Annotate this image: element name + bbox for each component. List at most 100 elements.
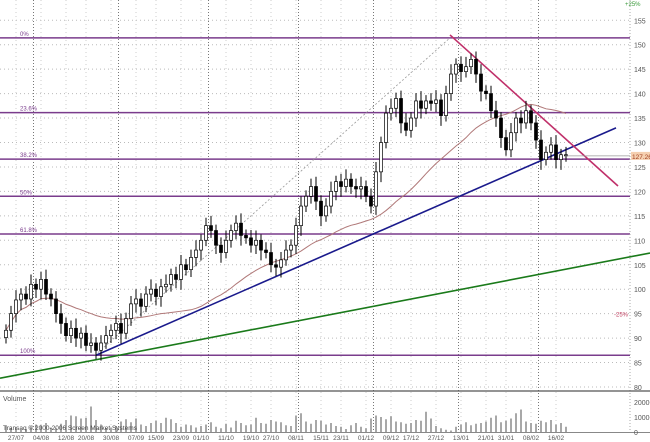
candle-up xyxy=(329,191,333,207)
volume-bar xyxy=(190,425,192,432)
volume-bar xyxy=(315,420,317,432)
candle-up xyxy=(129,303,133,319)
candle-up xyxy=(424,100,428,109)
candle-down xyxy=(264,249,268,253)
price-tick-label: 90 xyxy=(634,336,642,343)
volume-bar xyxy=(205,424,207,432)
candle-down xyxy=(339,181,343,187)
volume-bar xyxy=(265,423,267,432)
volume-bar xyxy=(400,422,402,432)
volume-bar xyxy=(275,421,277,432)
candle-up xyxy=(324,205,328,217)
moving-average xyxy=(5,103,567,331)
volume-bar xyxy=(405,423,407,432)
price-tick-label: 100 xyxy=(634,287,646,294)
candle-down xyxy=(24,293,28,300)
volume-bar xyxy=(470,425,472,432)
candle-up xyxy=(199,239,203,251)
volume-bar xyxy=(115,426,117,432)
volume-bar xyxy=(475,423,477,432)
volume-tick-label: 0 xyxy=(634,430,638,437)
candle-down xyxy=(519,117,523,124)
date-tick-label: 27/12 xyxy=(428,435,445,442)
volume-bar xyxy=(95,420,97,432)
volume-label: Volume xyxy=(3,396,26,403)
volume-bar xyxy=(40,425,42,432)
volume-bar xyxy=(550,420,552,432)
volume-bar xyxy=(370,418,372,432)
volume-bar xyxy=(455,426,457,432)
candle-down xyxy=(314,186,318,202)
candle-up xyxy=(234,222,238,231)
volume-bar xyxy=(250,424,252,432)
volume-bar xyxy=(485,421,487,432)
candle-down xyxy=(494,110,498,119)
candle-down xyxy=(534,122,538,141)
candle-up xyxy=(254,239,258,246)
fib-level-label: 100% xyxy=(20,349,36,355)
volume-bars xyxy=(5,406,567,432)
volume-bar xyxy=(515,413,517,432)
candle-up xyxy=(229,230,233,241)
candle-down xyxy=(479,73,483,92)
candle-down xyxy=(489,93,493,112)
volume-bar xyxy=(450,430,452,432)
candle-up xyxy=(169,274,173,285)
volume-bar xyxy=(185,424,187,432)
price-tick-label: 140 xyxy=(634,92,646,99)
volume-bar xyxy=(340,426,342,432)
volume-bar xyxy=(310,423,312,432)
volume-bar xyxy=(525,421,527,432)
candle-up xyxy=(379,142,383,173)
date-tick-label: 19/10 xyxy=(243,435,260,442)
volume-bar xyxy=(375,415,377,432)
price-tick-label: 105 xyxy=(634,263,646,270)
candle-up xyxy=(149,288,153,295)
volume-bar xyxy=(495,415,497,432)
candle-up xyxy=(464,66,468,72)
volume-bar xyxy=(435,426,437,432)
volume-bar xyxy=(345,429,347,432)
candle-down xyxy=(139,298,143,307)
candle-up xyxy=(19,293,23,301)
price-tick-label: 125 xyxy=(634,165,646,172)
volume-bar xyxy=(20,429,22,432)
price-tick-label: 145 xyxy=(634,67,646,74)
candle-down xyxy=(219,244,223,253)
candle-down xyxy=(214,230,218,246)
volume-bar xyxy=(220,428,222,432)
candle-up xyxy=(29,283,33,300)
volume-bar xyxy=(130,422,132,432)
fib-level-label: 23.6% xyxy=(20,107,38,113)
volume-bar xyxy=(230,427,232,432)
candle-up xyxy=(509,132,513,151)
volume-bar xyxy=(460,424,462,432)
volume-bar xyxy=(65,420,67,432)
volume-bar xyxy=(390,416,392,432)
volume-bar xyxy=(290,426,292,432)
candle-down xyxy=(174,274,178,280)
date-tick-label: 23/11 xyxy=(333,435,349,442)
candle-up xyxy=(104,335,108,344)
volume-bar xyxy=(270,420,272,432)
minus-25-label: -25% xyxy=(614,313,629,319)
candle-down xyxy=(84,332,88,346)
date-tick-label: 12/08 xyxy=(58,435,75,442)
candle-up xyxy=(194,249,198,258)
volume-bar xyxy=(90,406,92,432)
candle-up xyxy=(164,283,168,288)
volume-bar xyxy=(300,413,302,432)
price-tick-label: 95 xyxy=(634,312,642,319)
volume-bar xyxy=(505,420,507,432)
volume-bar xyxy=(355,423,357,432)
date-tick-label: 15/09 xyxy=(148,435,165,442)
candle-up xyxy=(334,181,338,192)
date-tick-label: 31/01 xyxy=(498,435,515,442)
volume-bar xyxy=(35,424,37,432)
volume-bar xyxy=(480,423,482,432)
volume-bar xyxy=(410,423,412,432)
volume-bar xyxy=(25,429,27,432)
volume-bar xyxy=(325,424,327,432)
candle-up xyxy=(469,59,473,68)
volume-bar xyxy=(60,423,62,432)
